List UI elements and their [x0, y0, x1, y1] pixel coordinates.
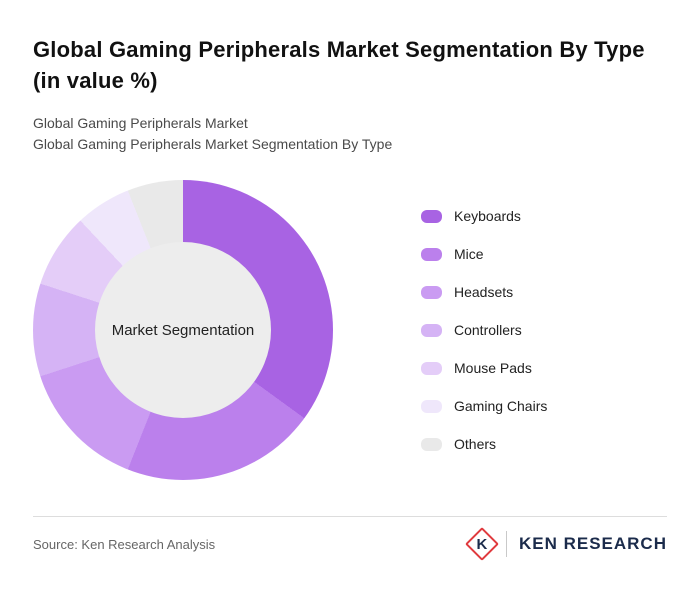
- legend-label: Keyboards: [454, 208, 521, 224]
- legend-label: Controllers: [454, 322, 522, 338]
- page-title: Global Gaming Peripherals Market Segment…: [33, 37, 645, 93]
- ken-research-mark-icon: K: [464, 527, 499, 561]
- legend-swatch: [421, 247, 442, 261]
- legend-item: Others: [421, 434, 547, 454]
- legend-item: Mice: [421, 244, 547, 264]
- legend-swatch: [421, 399, 442, 413]
- legend-item: Gaming Chairs: [421, 396, 547, 416]
- donut-chart: Market Segmentation: [33, 180, 333, 480]
- donut-hole: Market Segmentation: [95, 242, 271, 418]
- subtitle-block: Global Gaming Peripherals Market Global …: [33, 113, 667, 155]
- brand-divider: [505, 531, 507, 557]
- legend-swatch: [421, 437, 442, 451]
- chart-area: Market Segmentation Keyboards Mice Headset…: [33, 180, 667, 480]
- legend-swatch: [421, 209, 442, 223]
- legend-label: Gaming Chairs: [454, 398, 548, 414]
- subtitle-line-2: Global Gaming Peripherals Market Segment…: [33, 136, 393, 152]
- legend-label: Others: [454, 436, 497, 452]
- brand-logo: K KEN RESEARCH: [464, 527, 667, 561]
- legend-label: Mouse Pads: [454, 360, 532, 376]
- legend-label: Mice: [454, 246, 484, 262]
- legend-item: Keyboards: [421, 206, 547, 226]
- source-text: Source: Ken Research Analysis: [33, 536, 216, 552]
- legend-label: Headsets: [454, 284, 514, 300]
- donut-center-label: Market Segmentation: [111, 321, 255, 339]
- legend-item: Mouse Pads: [421, 358, 547, 378]
- footer: Source: Ken Research Analysis K KEN RESE…: [33, 516, 667, 561]
- legend-item: Headsets: [421, 282, 547, 302]
- legend-swatch: [421, 285, 442, 299]
- legend-swatch: [421, 361, 442, 375]
- legend: Keyboards Mice Headsets Controllers Mouse Pa…: [421, 206, 547, 454]
- subtitle-line-1: Global Gaming Peripherals Market: [33, 115, 248, 131]
- brand-wordmark: KEN RESEARCH: [518, 534, 667, 553]
- brand-mark-letter: K: [476, 535, 488, 553]
- legend-item: Controllers: [421, 320, 547, 340]
- legend-swatch: [421, 323, 442, 337]
